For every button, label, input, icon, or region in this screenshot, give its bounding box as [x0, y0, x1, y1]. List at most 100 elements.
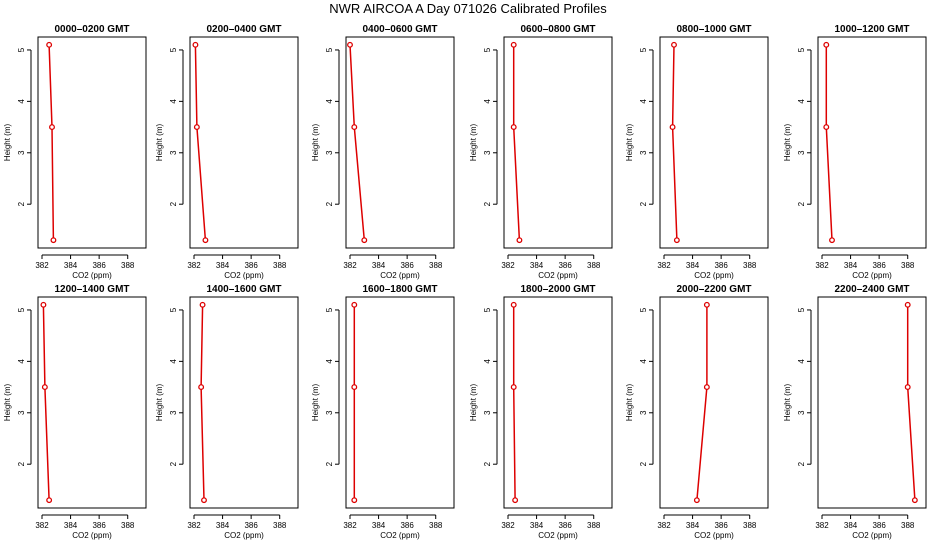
- panel-5-profile-point: [669, 124, 676, 131]
- panel-10-frame: [503, 296, 613, 509]
- panel-1-x-label: CO2 (ppm): [72, 271, 112, 280]
- panel-10-profile-point: [510, 301, 517, 308]
- panel-7-x-tick-label: 386: [92, 521, 106, 530]
- panel-9-y-tick-label: 2: [325, 461, 334, 466]
- panel-2-profile-line: [194, 44, 207, 241]
- panel-11-y-tick-label: 4: [639, 359, 648, 364]
- panel-4-profile-line: [512, 44, 521, 241]
- panel-1-frame: [37, 36, 147, 249]
- panel-1-x-tick-label: 384: [64, 261, 78, 270]
- panel-5-x-tick-label: 384: [686, 261, 700, 270]
- panel-8-title: 1400–1600 GMT: [206, 284, 281, 295]
- panel-11-x-label: CO2 (ppm): [694, 531, 734, 540]
- panel-3-y-tick-label: 4: [325, 99, 334, 104]
- panel-11-frame: [659, 296, 769, 509]
- panel-5-frame: [659, 36, 769, 249]
- panel-12-x-tick-label: 382: [815, 521, 829, 530]
- panel-2-x-tick-label: 388: [273, 261, 287, 270]
- panel-4-x-tick-label: 388: [587, 261, 601, 270]
- panel-6-title: 1000–1200 GMT: [834, 24, 909, 35]
- panel-8-y-tick-label: 4: [169, 359, 178, 364]
- panel-4-profile-point: [510, 41, 517, 48]
- panel-11-title: 2000–2200 GMT: [676, 284, 751, 295]
- panel-12-profile-point: [904, 384, 911, 391]
- panel-3-y-tick-label: 3: [325, 150, 334, 155]
- panel-5-profile-point: [673, 237, 680, 244]
- panel-3-profile-point: [347, 41, 353, 48]
- panel-12-y-tick-label: 4: [797, 359, 806, 364]
- panel-3-frame: [345, 36, 455, 249]
- panel-3-profile-point: [361, 237, 368, 244]
- panel-11-profile-point: [693, 497, 700, 504]
- panel-4-y-tick-label: 4: [483, 99, 492, 104]
- panel-12-x-tick-label: 386: [872, 521, 886, 530]
- panel-12-title: 2200–2400 GMT: [834, 284, 909, 295]
- panel-11-x-tick-label: 384: [686, 521, 700, 530]
- panel-12-x-tick-label: 384: [844, 521, 858, 530]
- panel-6-x-tick-label: 388: [901, 261, 915, 270]
- panel-1-profile-point: [50, 237, 57, 244]
- panel-6-y-tick-label: 2: [797, 201, 806, 206]
- panel-4-profile-point: [516, 237, 523, 244]
- panel-1-x-tick-label: 386: [92, 261, 106, 270]
- panel-12-profile-point: [904, 301, 911, 308]
- panel-6-profile-line: [825, 44, 833, 241]
- panel-2-x-tick-label: 382: [187, 261, 201, 270]
- panel-4-x-label: CO2 (ppm): [538, 271, 578, 280]
- panel-7-x-tick-label: 382: [35, 521, 49, 530]
- panel-12-profile-point: [911, 497, 918, 504]
- panel-9-x-tick-label: 388: [429, 521, 443, 530]
- panel-7-profile-point: [41, 384, 48, 391]
- panel-2-y-tick-label: 2: [169, 201, 178, 206]
- panel-11-y-tick-label: 5: [639, 307, 648, 312]
- panel-11-y-tick-label: 3: [639, 410, 648, 415]
- panel-8-profile-point: [201, 497, 207, 504]
- panel-1-y-tick-label: 4: [17, 99, 26, 104]
- panel-10-x-tick-label: 384: [530, 521, 544, 530]
- panel-6-y-tick-label: 4: [797, 99, 806, 104]
- panel-3-y-tick-label: 5: [325, 47, 334, 52]
- panel-8-profile-line: [200, 304, 205, 501]
- panel-3-y-label: Height (m): [311, 123, 320, 161]
- panel-1-profile-point: [46, 41, 53, 48]
- panel-9-y-tick-label: 3: [325, 410, 334, 415]
- panel-12-x-label: CO2 (ppm): [852, 531, 892, 540]
- panel-12-y-label: Height (m): [783, 383, 792, 421]
- panel-7-profile-point: [46, 497, 53, 504]
- panel-10-x-tick-label: 386: [558, 521, 572, 530]
- panel-11-x-tick-label: 388: [743, 521, 757, 530]
- panel-9-title: 1600–1800 GMT: [362, 284, 437, 295]
- panel-3-x-tick-label: 382: [343, 261, 357, 270]
- panel-11-y-label: Height (m): [625, 383, 634, 421]
- panel-3-profile-line: [349, 44, 366, 241]
- figure-title: NWR AIRCOA A Day 071026 Calibrated Profi…: [329, 1, 607, 16]
- panel-2-x-tick-label: 384: [216, 261, 230, 270]
- panel-7-y-tick-label: 2: [17, 461, 26, 466]
- panel-12-y-tick-label: 2: [797, 461, 806, 466]
- panel-7-y-tick-label: 3: [17, 410, 26, 415]
- panel-4-y-tick-label: 5: [483, 47, 492, 52]
- panel-5-profile-point: [671, 41, 677, 48]
- panel-8-x-tick-label: 384: [216, 521, 230, 530]
- panel-5-y-tick-label: 3: [639, 150, 648, 155]
- panel-8-x-tick-label: 382: [187, 521, 201, 530]
- panel-2-x-label: CO2 (ppm): [224, 271, 264, 280]
- panel-2-profile-point: [202, 237, 209, 244]
- panel-9-profile-point: [351, 497, 358, 504]
- panel-5-y-label: Height (m): [625, 123, 634, 161]
- panel-7-y-tick-label: 4: [17, 359, 26, 364]
- panel-1-profile-line: [48, 44, 55, 241]
- panel-6-frame: [817, 36, 927, 249]
- panel-12-x-tick-label: 388: [901, 521, 915, 530]
- panel-7-y-tick-label: 5: [17, 307, 26, 312]
- panel-4-x-tick-label: 382: [501, 261, 515, 270]
- panel-10-profile-point: [512, 497, 519, 504]
- panel-7-profile-line: [42, 304, 50, 501]
- panel-1-y-tick-label: 2: [17, 201, 26, 206]
- panel-6-profile-point: [829, 237, 835, 244]
- panel-8-y-label: Height (m): [155, 383, 164, 421]
- panel-6-y-label: Height (m): [783, 123, 792, 161]
- panel-10-profile-line: [512, 304, 516, 501]
- panel-7-profile-point: [40, 301, 47, 308]
- panel-2-profile-point: [192, 41, 199, 48]
